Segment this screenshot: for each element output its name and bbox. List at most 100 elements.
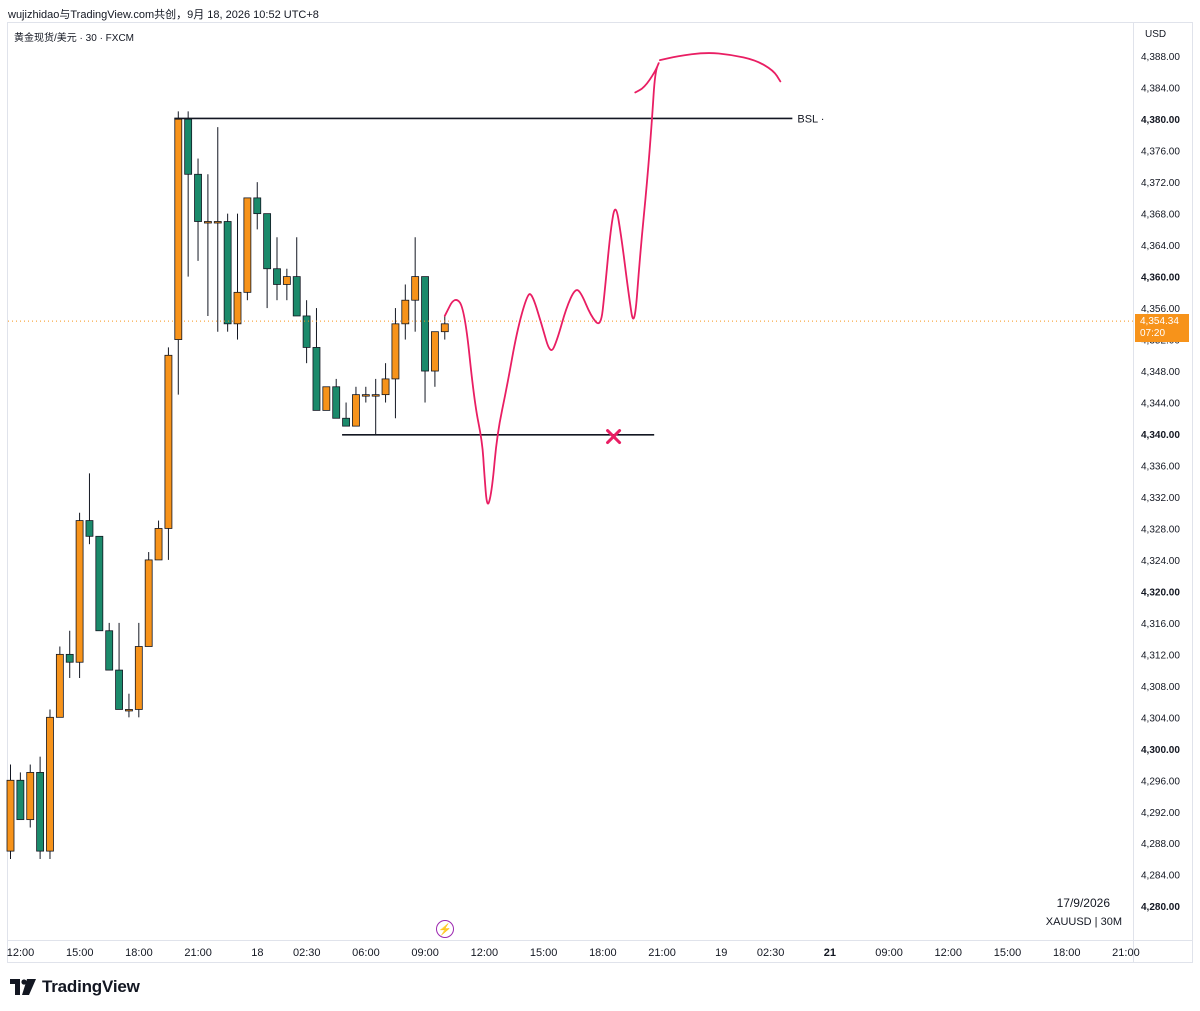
candle-body [253, 197, 262, 215]
candle [65, 630, 74, 678]
currency-label[interactable]: USD [1145, 29, 1167, 40]
x-tick-label: 18:00 [589, 947, 617, 959]
top-caption: wujizhidao与TradingView.com共创，9月 18, 2026… [8, 9, 319, 21]
candle-body [322, 386, 331, 411]
candle-body [85, 520, 94, 537]
candle [273, 237, 281, 301]
candle-body [194, 173, 202, 222]
x-tick-label: 21:00 [648, 947, 676, 959]
x-mark-icon [606, 429, 622, 445]
candle [115, 622, 123, 710]
candle [75, 512, 84, 678]
y-tick-label: 4,296.00 [1141, 776, 1180, 787]
candle [26, 764, 35, 828]
candle-body [263, 213, 272, 270]
candle-body [154, 528, 163, 561]
y-tick-label: 4,364.00 [1141, 241, 1180, 252]
bar-countdown: 07:20 [1140, 328, 1166, 339]
candle-body [302, 315, 311, 348]
candle [6, 764, 15, 859]
candle [322, 386, 331, 411]
lightning-icon[interactable]: ⚡ [436, 920, 454, 938]
candle-body [361, 394, 370, 397]
y-tick-label: 4,336.00 [1141, 461, 1180, 472]
symbol-title[interactable]: 黄金现货/美元 · 30 · FXCM [14, 33, 135, 44]
candle-body [6, 779, 15, 852]
candle-body [243, 197, 252, 293]
y-tick-label: 4,284.00 [1141, 871, 1180, 882]
y-tick-label: 4,372.00 [1141, 178, 1180, 189]
candle [174, 111, 183, 395]
candle [203, 174, 212, 316]
x-tick-label: 09:00 [411, 947, 439, 959]
candle-body [144, 559, 153, 647]
candle-body [95, 535, 104, 632]
candle [144, 552, 153, 647]
footer-symbol: XAUUSD | 30M [1045, 916, 1122, 928]
x-tick-label: 12:00 [471, 947, 499, 959]
candle-body [312, 347, 321, 411]
x-tick-label: 02:30 [293, 947, 321, 959]
y-tick-label: 4,292.00 [1141, 808, 1180, 819]
candle-body [401, 299, 410, 325]
candle [194, 158, 202, 261]
candle [233, 213, 242, 340]
x-tick-label: 18:00 [1053, 947, 1081, 959]
price-axis-separator [1133, 22, 1134, 963]
candle [361, 386, 370, 403]
candle [431, 331, 439, 387]
candle-body [273, 268, 281, 285]
candle [381, 363, 390, 403]
candle-body [282, 276, 291, 285]
candle-body [440, 323, 449, 333]
time-axis-separator [7, 940, 1193, 941]
projection-drawing [443, 62, 660, 505]
y-tick-label: 4,340.00 [1141, 430, 1180, 441]
bsl-label: BSL · [797, 113, 824, 125]
y-tick-label: 4,316.00 [1141, 619, 1180, 630]
candle [282, 268, 291, 301]
candle-body [292, 276, 301, 317]
y-tick-label: 4,348.00 [1141, 367, 1180, 378]
candle-body [174, 118, 183, 340]
candle-body [213, 221, 222, 224]
candle-body [65, 653, 74, 663]
candle-body [421, 276, 429, 372]
candle [292, 237, 301, 317]
candle [391, 308, 400, 419]
candle [302, 300, 311, 364]
y-tick-label: 4,356.00 [1141, 304, 1180, 315]
candle [134, 622, 143, 718]
candle-body [55, 653, 64, 718]
x-tick-label: 09:00 [875, 947, 903, 959]
current-price-badge: 4,354.34 07:20 [1135, 314, 1189, 342]
x-tick-label: 15:00 [994, 947, 1022, 959]
y-tick-label: 4,324.00 [1141, 556, 1180, 567]
tradingview-logo[interactable]: TradingView [10, 977, 140, 997]
candle-body [431, 331, 439, 372]
footer-date: 17/9/2026 [1056, 896, 1110, 910]
y-tick-label: 4,288.00 [1141, 839, 1180, 850]
candle [164, 347, 173, 560]
x-tick-label: 02:30 [757, 947, 785, 959]
candle-body [332, 386, 341, 419]
candle [36, 756, 45, 859]
y-tick-label: 4,312.00 [1141, 650, 1180, 661]
candle-body [134, 646, 143, 710]
candle [154, 520, 163, 561]
candle [253, 182, 262, 230]
y-tick-label: 4,320.00 [1141, 587, 1180, 598]
candle-body [105, 630, 114, 671]
x-tick-label: 15:00 [530, 947, 558, 959]
y-tick-label: 4,344.00 [1141, 399, 1180, 410]
candle [16, 772, 25, 821]
candle-body [352, 394, 360, 427]
candle-body [381, 378, 390, 396]
candle-body [16, 779, 25, 821]
candle-body [342, 417, 350, 427]
candle [243, 197, 252, 301]
y-tick-label: 4,360.00 [1141, 273, 1180, 284]
current-price-value: 4,354.34 [1140, 316, 1179, 327]
candle [352, 386, 360, 427]
